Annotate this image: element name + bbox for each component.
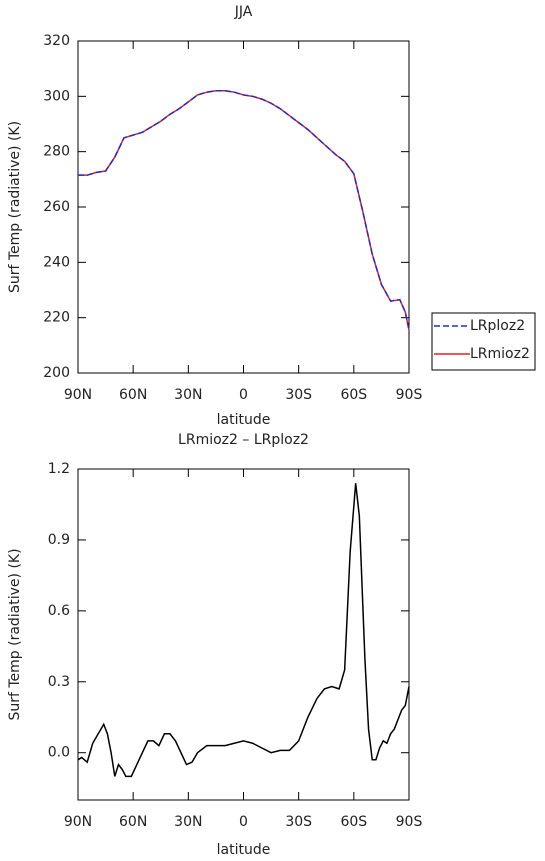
x-tick-label: 90N (64, 814, 92, 830)
x-tick-label: 0 (239, 387, 248, 403)
y-tick-label: 280 (43, 144, 70, 160)
x-tick-label: 60S (340, 387, 367, 403)
x-tick-label: 0 (239, 814, 248, 830)
x-tick-label: 30N (174, 387, 202, 403)
x-tick-label: 30N (174, 814, 202, 830)
chart-title: LRmioz2 – LRploz2 (178, 432, 309, 448)
legend-label: LRmioz2 (470, 346, 530, 362)
data-line (78, 90, 410, 331)
y-axis-label: Surf Temp (radiative) (K) (7, 121, 23, 293)
y-tick-label: 240 (43, 254, 70, 270)
y-tick-label: 0.6 (48, 603, 70, 619)
x-tick-label: 30S (285, 814, 312, 830)
x-tick-label: 90N (64, 387, 92, 403)
x-axis-label: latitude (217, 412, 271, 428)
y-tick-label: 320 (43, 33, 70, 49)
y-tick-label: 0.0 (48, 745, 70, 761)
y-tick-label: 0.3 (48, 674, 70, 690)
y-tick-label: 1.2 (48, 461, 70, 477)
plot-frame (77, 40, 410, 374)
y-tick-label: 260 (43, 199, 70, 215)
data-line (78, 90, 410, 331)
data-line (77, 483, 410, 778)
y-tick-label: 300 (43, 88, 70, 104)
x-tick-label: 60N (119, 387, 147, 403)
y-tick-label: 200 (43, 365, 70, 381)
x-tick-label: 90S (396, 814, 423, 830)
chart-title: JJA (234, 4, 253, 20)
y-tick-label: 220 (43, 310, 70, 326)
legend-box (431, 312, 536, 371)
x-axis-label: latitude (217, 842, 271, 858)
y-tick-label: 0.9 (48, 532, 70, 548)
x-tick-label: 30S (285, 387, 312, 403)
x-tick-label: 60S (340, 814, 367, 830)
y-axis-label: Surf Temp (radiative) (K) (7, 548, 23, 720)
legend-label: LRploz2 (470, 318, 525, 334)
x-tick-label: 60N (119, 814, 147, 830)
x-tick-label: 90S (396, 387, 423, 403)
